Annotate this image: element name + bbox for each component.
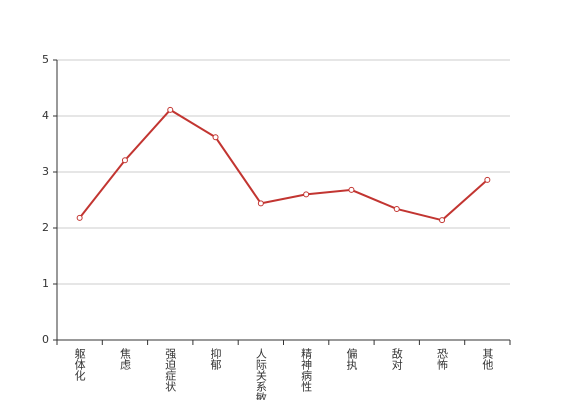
line bbox=[78, 108, 489, 222]
y-tick-label: 3 bbox=[42, 165, 49, 178]
point bbox=[439, 217, 446, 224]
point bbox=[76, 214, 83, 221]
point bbox=[303, 191, 310, 198]
y-tick-label: 2 bbox=[42, 221, 49, 234]
x-tick-label: 其他 bbox=[481, 348, 494, 370]
point bbox=[121, 157, 128, 164]
point bbox=[167, 106, 174, 113]
x-tick-label: 精神病性 bbox=[300, 348, 313, 393]
point bbox=[257, 200, 264, 207]
x-tick-label: 敌对 bbox=[390, 347, 403, 370]
x-tick-label: 偏执 bbox=[345, 347, 358, 371]
point bbox=[212, 134, 219, 141]
x-tick-label: 焦虑 bbox=[118, 348, 131, 370]
y-tick-label: 4 bbox=[42, 109, 49, 122]
x-tick-label: 人际关系敏感 bbox=[254, 348, 267, 400]
x-tick-label: 抑郁 bbox=[209, 347, 222, 370]
y-tick-label: 1 bbox=[42, 277, 49, 290]
x-tick-label: 恐怖 bbox=[436, 348, 449, 370]
y-tick-label: 0 bbox=[42, 333, 49, 346]
point bbox=[393, 205, 400, 212]
point bbox=[348, 186, 355, 193]
x-tick-label: 强迫症状 bbox=[164, 348, 177, 392]
y-tick-label: 5 bbox=[42, 53, 49, 66]
point bbox=[484, 176, 491, 183]
x-tick-label: 躯体化 bbox=[73, 348, 86, 382]
